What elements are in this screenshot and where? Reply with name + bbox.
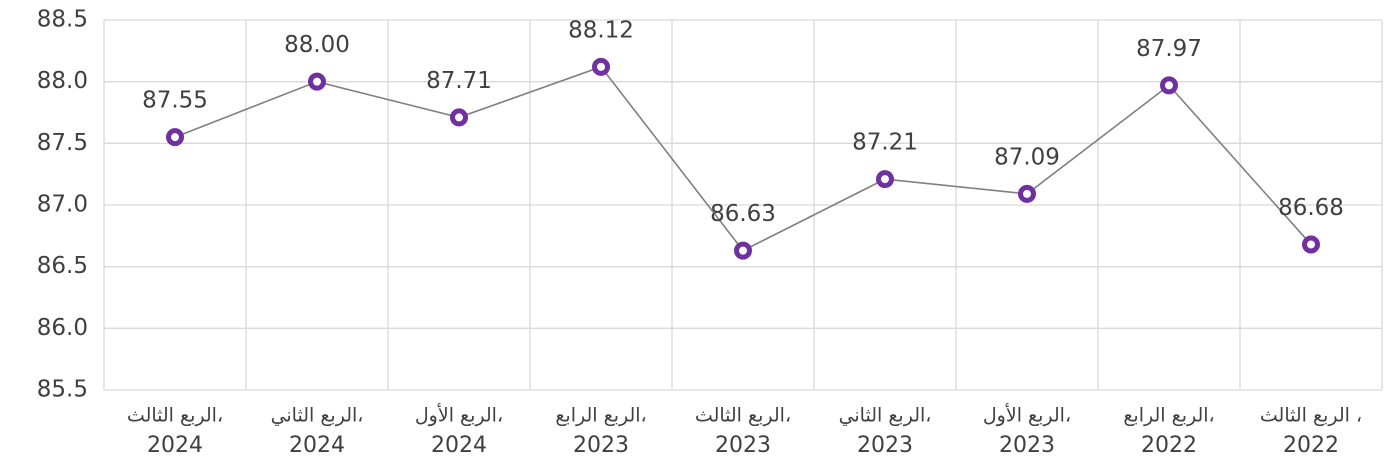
data-label: 87.97 — [1136, 36, 1202, 62]
x-tick-label: 2022 — [1141, 433, 1197, 458]
x-tick-label: 2024 — [431, 433, 487, 458]
y-tick-label: 87.0 — [37, 192, 88, 218]
x-tick-label: 2022 — [1283, 433, 1339, 458]
x-tick-label: 2024 — [147, 433, 203, 458]
x-tick-label: الربع الرابع، — [555, 405, 646, 427]
data-label: 86.68 — [1278, 195, 1344, 221]
x-tick-label: 2023 — [715, 433, 771, 458]
data-label: 87.21 — [852, 130, 918, 156]
x-tick-label: 2024 — [289, 433, 345, 458]
y-tick-label: 85.5 — [37, 377, 88, 403]
y-tick-label: 86.0 — [37, 315, 88, 341]
x-tick-label: الربع الثالث، — [695, 405, 791, 427]
point — [1160, 76, 1178, 95]
point — [450, 108, 468, 127]
data-label: 88.00 — [284, 32, 350, 58]
x-tick-label: 2023 — [573, 433, 629, 458]
data-label: 86.63 — [710, 201, 776, 227]
data-label: 88.12 — [568, 17, 634, 43]
data-label: 87.71 — [426, 68, 492, 94]
x-tick-label: الربع الأول، — [983, 404, 1071, 427]
x-tick-label: الربع الرابع، — [1123, 405, 1214, 427]
point — [166, 128, 184, 147]
point — [592, 57, 610, 76]
point — [876, 170, 894, 189]
point — [308, 72, 326, 91]
point — [1018, 184, 1036, 203]
x-tick-label: 2023 — [999, 433, 1055, 458]
y-tick-label: 88.5 — [37, 7, 88, 33]
point — [734, 241, 752, 260]
data-label: 87.09 — [994, 144, 1060, 170]
data-label: 87.55 — [142, 88, 208, 114]
x-tick-label: الربع الثالث ، — [1260, 405, 1362, 427]
point — [1302, 235, 1320, 254]
x-tick-label: 2023 — [857, 433, 913, 458]
x-tick-label: الربع الأول، — [415, 404, 503, 427]
x-tick-label: الربع الثاني، — [271, 405, 364, 427]
y-tick-label: 87.5 — [37, 130, 88, 156]
y-tick-label: 88.0 — [37, 68, 88, 94]
x-tick-label: الربع الثالث، — [127, 405, 223, 427]
x-tick-label: الربع الثاني، — [839, 405, 932, 427]
y-tick-label: 86.5 — [37, 253, 88, 279]
